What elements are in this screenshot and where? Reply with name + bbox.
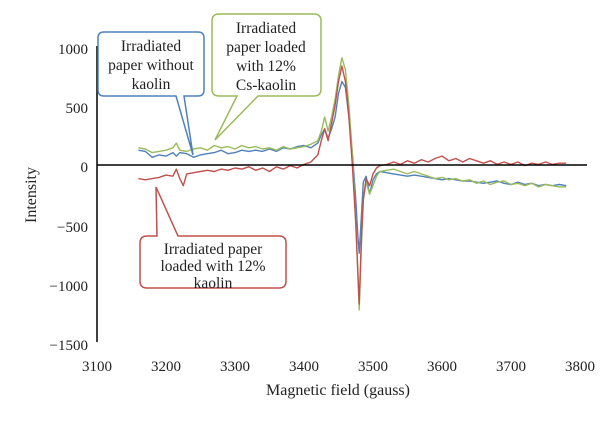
- x-tick-label: 3300: [220, 359, 250, 375]
- callout-blue-bubble: [97, 31, 205, 156]
- x-tick-label: 3400: [289, 359, 319, 375]
- series-line-1: [138, 57, 567, 311]
- callout-blue-line: paper without: [108, 57, 194, 74]
- callout-green-bubble: [211, 13, 322, 141]
- y-tick-label: 500: [66, 101, 89, 117]
- x-tick-label: 3800: [565, 359, 595, 375]
- series-line-2: [138, 65, 567, 305]
- callout-blue-line: kaolin: [132, 76, 171, 93]
- x-tick-label: 3600: [427, 359, 457, 375]
- x-tick-label: 3200: [151, 359, 181, 375]
- x-tick-label: 3100: [82, 359, 112, 375]
- y-tick-label: −500: [57, 220, 88, 236]
- callout-red-line: loaded with 12%: [160, 258, 265, 275]
- callout-green-line: with 12%: [236, 58, 296, 75]
- y-axis-title: Intensity: [23, 167, 40, 223]
- callout-blue: Irradiated paper without kaolin: [97, 31, 205, 156]
- callout-red: Irradiated paper loaded with 12% kaolin: [139, 186, 287, 292]
- callout-blue-line: Irradiated: [121, 38, 181, 55]
- y-tick-labels: 1000 500 0 −500 −1000 −1500: [50, 42, 88, 354]
- y-tick-label: −1500: [50, 338, 88, 354]
- x-axis-title: Magnetic field (gauss): [266, 382, 410, 399]
- callout-red-bubble: [139, 186, 287, 289]
- x-tick-label: 3500: [358, 359, 388, 375]
- series-layer: [138, 57, 567, 311]
- x-tick-label: 3700: [496, 359, 526, 375]
- callout-red-line: Irradiated paper: [164, 241, 263, 258]
- y-tick-label: 1000: [58, 42, 88, 58]
- x-tick-labels: 3100 3200 3300 3400 3500 3600 3700 3800: [82, 359, 595, 375]
- callout-green: Irradiated paper loaded with 12% Cs-kaol…: [211, 13, 322, 141]
- callout-green-line: Cs-kaolin: [236, 77, 297, 94]
- y-tick-label: 0: [81, 160, 89, 176]
- y-tick-label: −1000: [50, 279, 88, 295]
- callout-green-line: paper loaded: [226, 39, 306, 56]
- callout-green-line: Irradiated: [236, 20, 296, 37]
- callout-red-line: kaolin: [194, 275, 233, 292]
